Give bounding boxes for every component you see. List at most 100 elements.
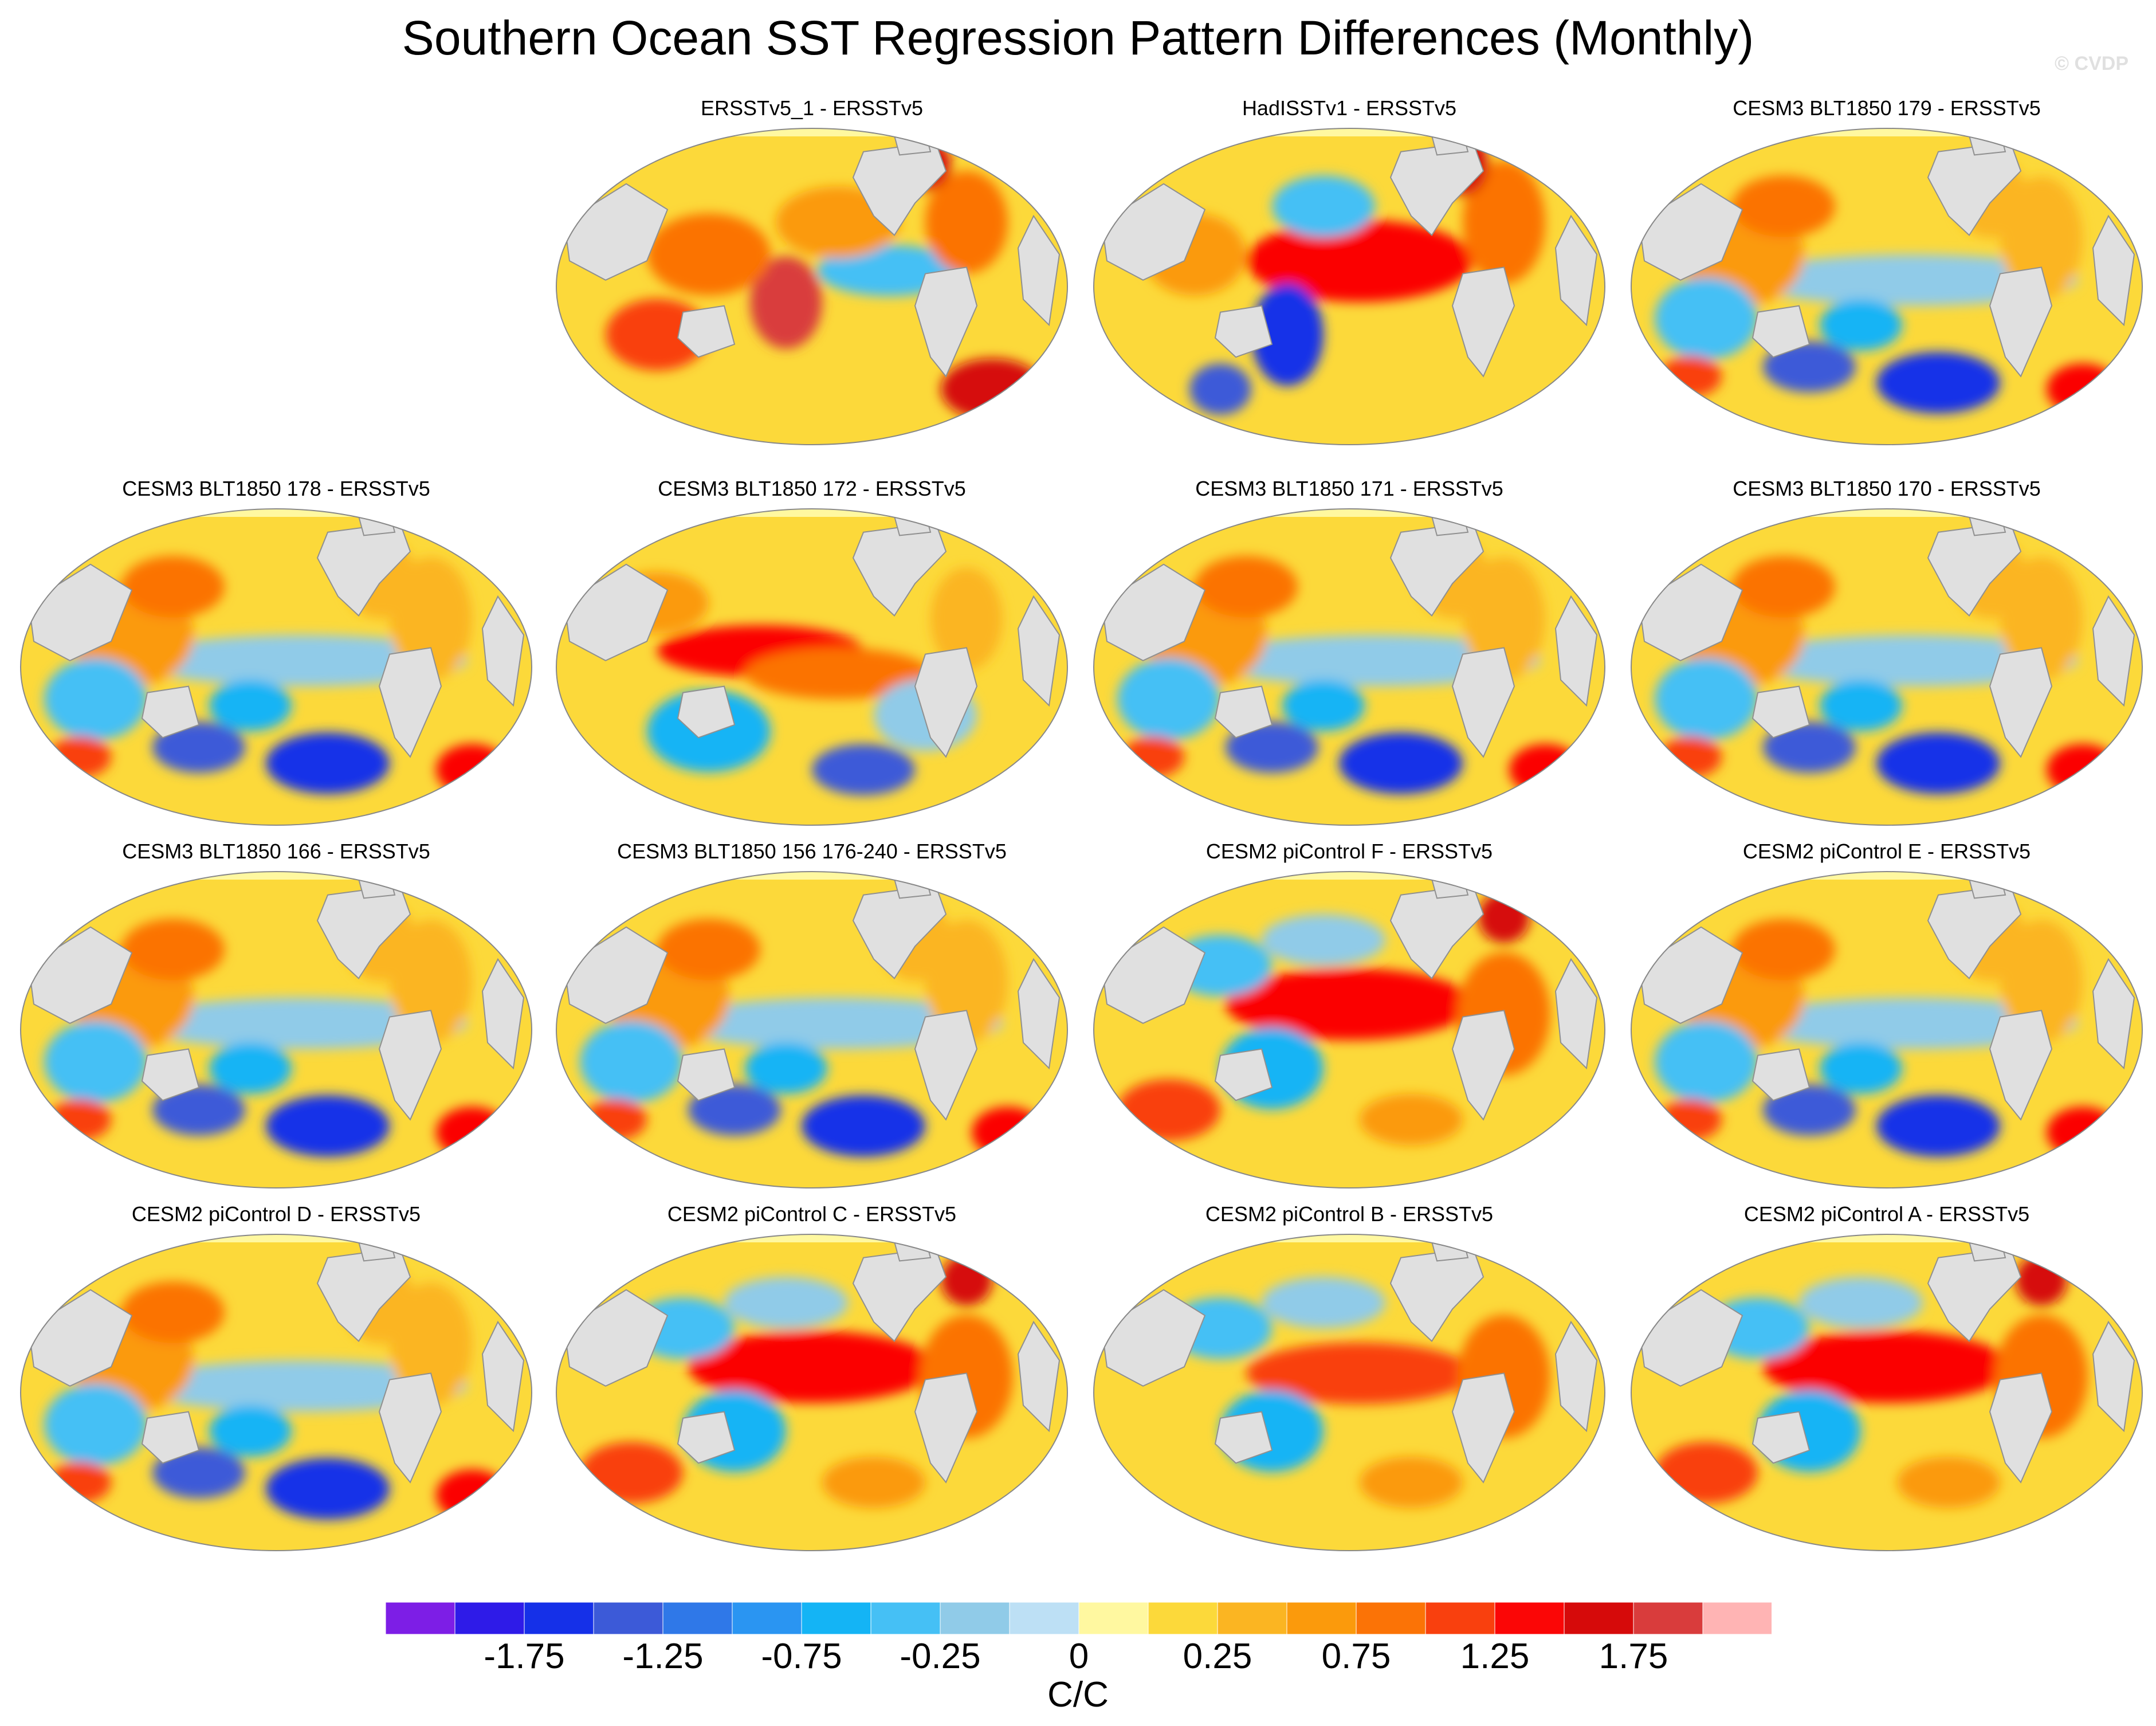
panel-title: CESM3 BLT1850 172 - ERSSTv5 [658, 477, 966, 500]
anomaly-region [745, 648, 930, 699]
colorbar-swatch [1217, 1602, 1287, 1635]
anomaly-region [1897, 1457, 2000, 1508]
land-mass [1431, 875, 1469, 899]
anomaly-region [1189, 363, 1251, 415]
anomaly-region [266, 732, 390, 794]
land-mass [2092, 595, 2135, 707]
robinson-map [1631, 508, 2143, 826]
map-panel: CESM2 piControl E - ERSSTv5 [1623, 840, 2150, 1195]
anomaly-region [1251, 283, 1324, 386]
colorbar-swatch [1633, 1602, 1703, 1635]
anomaly-region [266, 1458, 390, 1520]
robinson-map [20, 871, 532, 1188]
robinson-map [1631, 871, 2143, 1188]
colorbar-tick-label: -0.75 [761, 1637, 842, 1676]
anomaly-region [1117, 658, 1220, 740]
land-mass [1989, 266, 2053, 378]
anomaly-region [1226, 968, 1473, 1040]
colorbar-swatch [1564, 1602, 1634, 1635]
anomaly-region [1195, 556, 1298, 618]
map-border [20, 871, 532, 1188]
anomaly-region [1246, 219, 1473, 302]
colorbar-swatch [662, 1602, 733, 1635]
anomaly-region [1876, 1095, 2000, 1157]
map-border [556, 508, 1068, 826]
land-mass [1989, 647, 2053, 758]
anomaly-region [1660, 736, 1722, 778]
panel-title: HadISSTv1 - ERSSTv5 [1242, 96, 1457, 120]
land-mass [378, 1010, 442, 1121]
panel-title: CESM3 BLT1850 179 - ERSSTv5 [1733, 96, 2041, 120]
land-mass [141, 685, 200, 739]
map-panel: CESM3 BLT1850 170 - ERSSTv5 [1623, 477, 2150, 832]
land-mass [1214, 1411, 1273, 1464]
anomaly-region [1763, 1084, 1856, 1136]
anomaly-region [2016, 1254, 2067, 1306]
anomaly-region [1660, 1099, 1722, 1140]
map-border [556, 128, 1068, 445]
map-panel: CESM3 BLT1850 179 - ERSSTv5 [1623, 96, 2150, 452]
colorbar-swatch [1078, 1602, 1149, 1635]
map-panel: CESM3 BLT1850 156 176-240 - ERSSTv5 [548, 840, 1075, 1195]
panel-title: CESM2 piControl D - ERSSTv5 [131, 1202, 421, 1226]
panel-title: CESM2 piControl A - ERSSTv5 [1743, 1202, 2030, 1226]
robinson-map [556, 128, 1068, 445]
anomaly-region [152, 721, 245, 773]
colorbar-swatch [454, 1602, 525, 1635]
map-panel: HadISSTv1 - ERSSTv5 [1086, 96, 1613, 452]
anomaly-region [812, 744, 915, 795]
anomaly-region [657, 919, 760, 980]
anomaly-region [209, 680, 292, 731]
anomaly-region [1655, 1442, 1758, 1504]
anomaly-region [1876, 352, 2000, 414]
anomaly-region [1820, 680, 1902, 731]
anomaly-region [1339, 732, 1463, 794]
anomaly-region [1876, 732, 2000, 794]
anomaly-region [585, 1099, 647, 1140]
colorbar-swatch [940, 1602, 1010, 1635]
land-mass [1751, 1411, 1811, 1464]
land-mass [1968, 512, 2006, 536]
robinson-map [1093, 871, 1605, 1188]
anomaly-region [580, 1442, 683, 1504]
map-panel: CESM3 BLT1850 171 - ERSSTv5 [1086, 477, 1613, 832]
land-mass [1989, 1010, 2053, 1121]
land-mass [1751, 1048, 1811, 1101]
land-mass [481, 958, 525, 1070]
land-mass [893, 1238, 932, 1262]
colorbar-tick-label: 1.25 [1460, 1637, 1530, 1676]
anomaly-region [647, 213, 771, 296]
map-panel: CESM3 BLT1850 178 - ERSSTv5 [13, 477, 540, 832]
map-border [1631, 1234, 2143, 1551]
anomaly-region [436, 1107, 508, 1158]
colorbar-tick-label: 0 [1069, 1637, 1089, 1676]
anomaly-region [436, 1469, 508, 1521]
land-mass [378, 1372, 442, 1484]
land-mass [893, 132, 932, 156]
anomaly-region [2047, 744, 2119, 795]
anomaly-region [121, 1281, 225, 1343]
robinson-map [20, 508, 532, 826]
land-mass [677, 305, 736, 358]
anomaly-region [49, 736, 111, 778]
anomaly-region [152, 1447, 245, 1499]
map-border [1631, 871, 2143, 1188]
map-border [1631, 508, 2143, 826]
colorbar-swatch [1286, 1602, 1357, 1635]
panel-title: CESM3 BLT1850 171 - ERSSTv5 [1195, 477, 1503, 500]
map-panel: CESM2 piControl C - ERSSTv5 [548, 1202, 1075, 1558]
colorbar-swatch [593, 1602, 663, 1635]
map-panel: CESM2 piControl A - ERSSTv5 [1623, 1202, 2150, 1558]
robinson-map [1093, 508, 1605, 826]
anomaly-region [1509, 744, 1581, 795]
anomaly-region [209, 1042, 292, 1094]
robinson-map [556, 871, 1068, 1188]
anomaly-region [580, 1021, 683, 1103]
land-mass [914, 266, 978, 378]
map-border [1093, 128, 1605, 445]
anomaly-region [745, 1042, 827, 1094]
map-panel: CESM2 piControl D - ERSSTv5 [13, 1202, 540, 1558]
colorbar [385, 1602, 1772, 1635]
land-mass [914, 647, 978, 758]
land-mass [1017, 958, 1061, 1070]
